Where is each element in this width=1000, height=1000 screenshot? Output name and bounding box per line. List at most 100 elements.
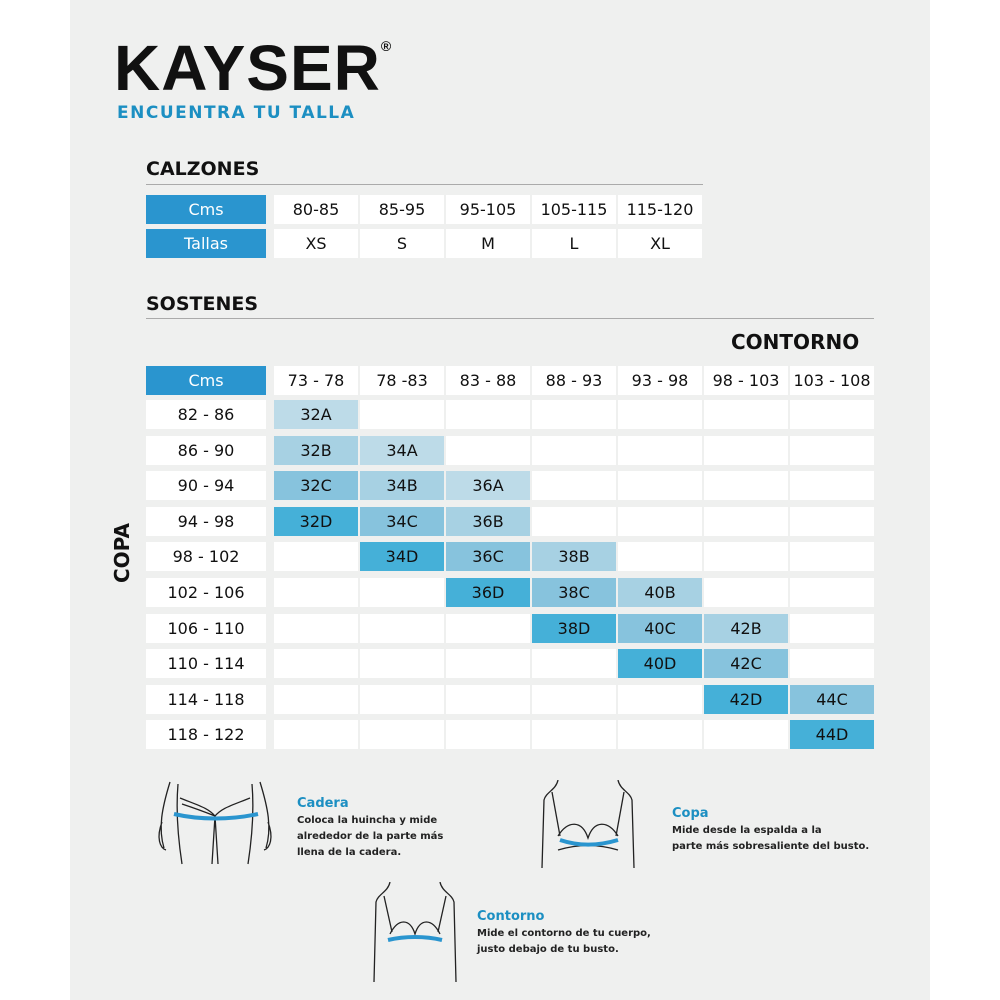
size-cell: 44D (790, 720, 874, 750)
copa-row-label: 94 - 98 (146, 506, 266, 536)
contorno-header-cell: 83 - 88 (446, 366, 530, 395)
empty-cell (790, 400, 874, 429)
contorno-header-cell: 98 - 103 (704, 366, 788, 395)
empty-cell (274, 684, 358, 714)
guide-text: Mide desde la espalda a la (672, 825, 822, 836)
empty-cell (274, 720, 358, 750)
empty-cell (618, 720, 702, 750)
size-cell: 38D (532, 613, 616, 643)
size-cell: 36C (446, 542, 530, 572)
contorno-header-cell: 88 - 93 (532, 366, 616, 395)
talla-cell: M (446, 229, 530, 258)
empty-cell (618, 471, 702, 501)
guide-text: Mide el contorno de tu cuerpo, (477, 928, 651, 939)
empty-cell (274, 613, 358, 643)
size-cell: 34A (360, 435, 444, 465)
cms-header: Cms (146, 195, 266, 224)
copa-row-label: 82 - 86 (146, 400, 266, 429)
empty-cell (532, 649, 616, 679)
copa-row-label: 90 - 94 (146, 471, 266, 501)
empty-cell (532, 684, 616, 714)
copa-row-label: 110 - 114 (146, 649, 266, 679)
size-cell: 42C (704, 649, 788, 679)
cms-cell: 85-95 (360, 195, 444, 224)
empty-cell (704, 471, 788, 501)
empty-cell (360, 720, 444, 750)
cms-header: Cms (146, 366, 266, 395)
size-cell: 36D (446, 578, 530, 607)
size-cell: 34C (360, 506, 444, 536)
empty-cell (790, 506, 874, 536)
copa-row-label: 118 - 122 (146, 720, 266, 750)
empty-cell (790, 435, 874, 465)
empty-cell (532, 471, 616, 501)
empty-cell (446, 684, 530, 714)
divider (146, 184, 703, 185)
size-cell: 42B (704, 613, 788, 643)
cup-illustration (541, 780, 635, 869)
copa-row-label: 86 - 90 (146, 435, 266, 465)
empty-cell (618, 506, 702, 536)
contorno-header-cell: 73 - 78 (274, 366, 358, 395)
empty-cell (618, 684, 702, 714)
guide-title: Contorno (477, 909, 545, 924)
registered-mark: ® (380, 38, 393, 54)
talla-cell: S (360, 229, 444, 258)
empty-cell (790, 542, 874, 572)
size-cell: 36B (446, 506, 530, 536)
empty-cell (532, 506, 616, 536)
copa-row-label: 106 - 110 (146, 613, 266, 643)
size-cell: 40D (618, 649, 702, 679)
cms-cell: 115-120 (618, 195, 702, 224)
empty-cell (704, 720, 788, 750)
size-cell: 32D (274, 506, 358, 536)
empty-cell (274, 542, 358, 572)
size-cell: 38C (532, 578, 616, 607)
guide-text: llena de la cadera. (297, 847, 402, 858)
empty-cell (618, 400, 702, 429)
copa-row-label: 102 - 106 (146, 578, 266, 607)
empty-cell (532, 400, 616, 429)
empty-cell (790, 578, 874, 607)
empty-cell (704, 400, 788, 429)
size-cell: 38B (532, 542, 616, 572)
cms-cell: 105-115 (532, 195, 616, 224)
size-cell: 32B (274, 435, 358, 465)
contorno-header-cell: 103 - 108 (790, 366, 874, 395)
empty-cell (446, 720, 530, 750)
hip-illustration (158, 781, 272, 865)
empty-cell (790, 649, 874, 679)
brand-logo: KAYSER® (114, 36, 392, 100)
copa-row-label: 114 - 118 (146, 684, 266, 714)
contorno-header-cell: 93 - 98 (618, 366, 702, 395)
empty-cell (532, 720, 616, 750)
tallas-header: Tallas (146, 229, 266, 258)
calzones-title: CALZONES (146, 158, 260, 180)
band-illustration (373, 882, 457, 982)
empty-cell (532, 435, 616, 465)
size-cell: 44C (790, 684, 874, 714)
size-cell: 40B (618, 578, 702, 607)
size-cell: 40C (618, 613, 702, 643)
talla-cell: XL (618, 229, 702, 258)
empty-cell (360, 400, 444, 429)
empty-cell (360, 578, 444, 607)
contorno-axis-label: CONTORNO (731, 330, 860, 354)
size-cell: 32A (274, 400, 358, 429)
guide-text: Coloca la huincha y mide (297, 815, 438, 826)
talla-cell: XS (274, 229, 358, 258)
size-cell: 34B (360, 471, 444, 501)
empty-cell (790, 613, 874, 643)
size-cell: 32C (274, 471, 358, 501)
size-cell: 42D (704, 684, 788, 714)
empty-cell (618, 435, 702, 465)
empty-cell (274, 578, 358, 607)
empty-cell (360, 649, 444, 679)
empty-cell (704, 542, 788, 572)
contorno-header-cell: 78 -83 (360, 366, 444, 395)
empty-cell (446, 613, 530, 643)
cms-cell: 95-105 (446, 195, 530, 224)
brand-name: KAYSER (114, 32, 381, 104)
sostenes-title: SOSTENES (146, 293, 259, 315)
empty-cell (360, 684, 444, 714)
